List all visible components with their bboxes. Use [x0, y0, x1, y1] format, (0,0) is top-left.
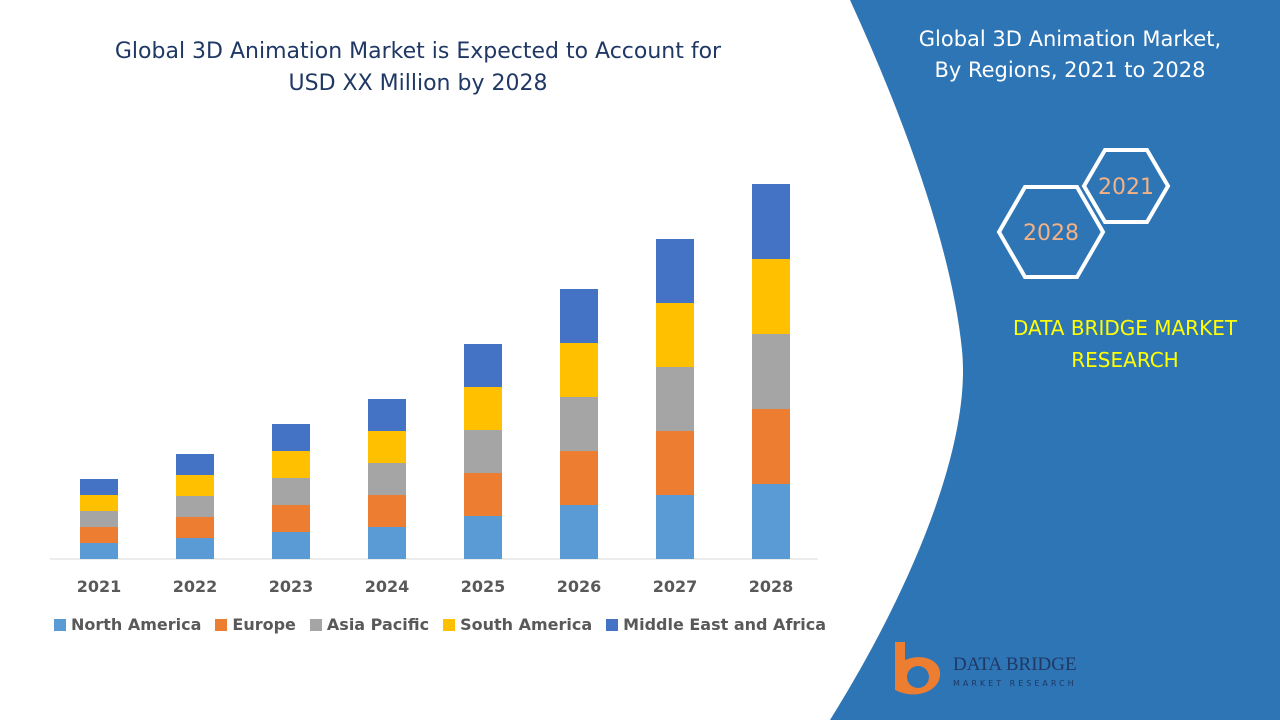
- bar-segment: [464, 344, 502, 387]
- bar-segment: [560, 451, 598, 505]
- bar-segment: [368, 431, 406, 463]
- chart-title: Global 3D Animation Market is Expected t…: [114, 39, 722, 96]
- bar-segment: [368, 527, 406, 559]
- bar-segment: [560, 397, 598, 451]
- legend-item: Middle East and Africa: [606, 615, 826, 634]
- legend-item: Europe: [215, 615, 296, 634]
- x-tick-label: 2027: [653, 577, 698, 596]
- bar-segment: [80, 495, 118, 511]
- bar-segment: [464, 473, 502, 516]
- bar-segment: [752, 259, 790, 334]
- legend-label: South America: [460, 615, 593, 634]
- bar-segment: [752, 334, 790, 409]
- legend-swatch: [443, 618, 456, 631]
- legend: North America Europe Asia Pacific South Ame…: [40, 615, 840, 634]
- x-tick-label: 2025: [461, 577, 506, 596]
- bar-segment: [560, 343, 598, 397]
- bar-segment: [176, 496, 214, 517]
- side-panel: [830, 0, 1280, 720]
- bar-segment: [176, 454, 214, 475]
- bar-segment: [464, 430, 502, 473]
- x-tick-label: 2022: [173, 577, 218, 596]
- logo-name: DATA BRIDGE: [953, 654, 1077, 675]
- bar-segment: [656, 431, 694, 495]
- hexagon: [996, 185, 1106, 279]
- legend-label: Asia Pacific: [326, 615, 430, 634]
- logo-mark: [907, 666, 929, 688]
- bar-segment: [560, 505, 598, 559]
- bar-segment: [464, 516, 502, 559]
- bar-segment: [368, 495, 406, 527]
- x-tick-label: 2026: [557, 577, 602, 596]
- bar-segment: [176, 517, 214, 538]
- bar-segment: [752, 409, 790, 484]
- bar-segment: [80, 479, 118, 495]
- legend-item: North America: [53, 615, 202, 634]
- legend-swatch: [606, 618, 619, 631]
- bar-segment: [752, 184, 790, 259]
- bar-segment: [176, 475, 214, 496]
- legend-item: South America: [443, 615, 592, 634]
- hex-label: 2028: [1023, 221, 1079, 246]
- legend-label: Europe: [232, 615, 296, 634]
- legend-label: Middle East and Africa: [623, 615, 827, 634]
- hexagon: [1081, 148, 1171, 224]
- bar-segment: [272, 478, 310, 505]
- bar-segment: [656, 367, 694, 431]
- bar-segment: [368, 463, 406, 495]
- bar-segment: [272, 451, 310, 478]
- bar-segment: [80, 543, 118, 559]
- bar-segment: [272, 505, 310, 532]
- bar-segment: [272, 424, 310, 451]
- side-title: Global 3D Animation Market, By Regions, …: [918, 27, 1222, 82]
- bar-segment: [272, 532, 310, 559]
- x-tick-label: 2023: [269, 577, 314, 596]
- bar-segment: [368, 399, 406, 431]
- legend-item: Asia Pacific: [309, 615, 430, 634]
- bar-segment: [464, 387, 502, 430]
- bar-segment: [80, 511, 118, 527]
- bar-segment: [560, 289, 598, 343]
- bar-segment: [176, 538, 214, 559]
- logo-tagline: MARKET RESEARCH: [953, 679, 1077, 688]
- bar-segment: [656, 303, 694, 367]
- legend-swatch: [53, 618, 66, 631]
- bar-segment: [656, 239, 694, 303]
- bar-segment: [80, 527, 118, 543]
- x-tick-label: 2021: [77, 577, 122, 596]
- brand: DATA BRIDGE MARKET RESEARCH: [1012, 316, 1238, 372]
- legend-label: North America: [70, 615, 202, 634]
- bar-segment: [752, 484, 790, 559]
- bar-segment: [656, 495, 694, 559]
- hex-label: 2021: [1098, 175, 1154, 200]
- legend-swatch: [215, 618, 228, 631]
- x-tick-label: 2028: [749, 577, 794, 596]
- logo: DATA BRIDGE MARKET RESEARCH: [895, 642, 1077, 695]
- legend-swatch: [309, 618, 322, 631]
- x-tick-label: 2024: [365, 577, 410, 596]
